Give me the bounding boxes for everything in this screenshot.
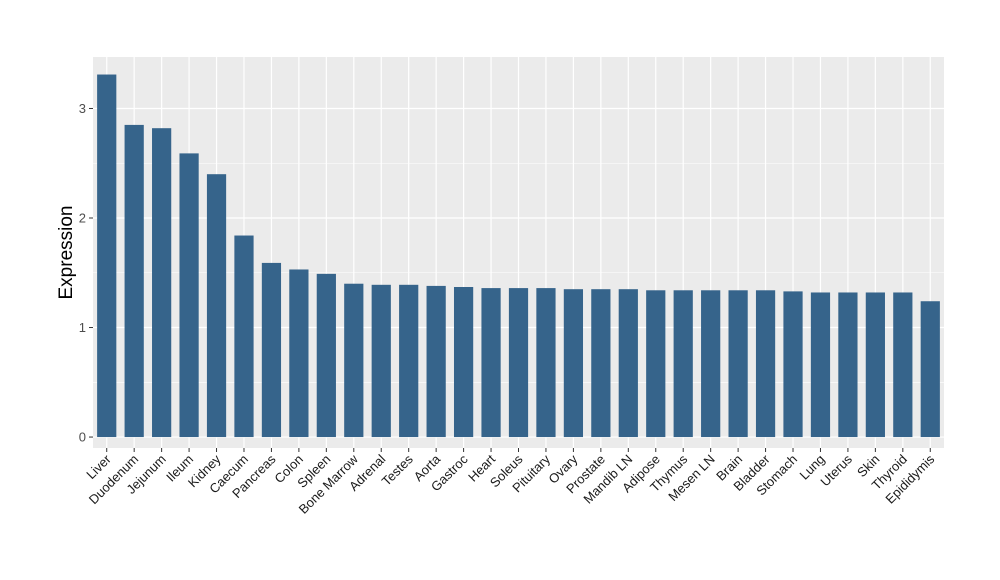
bar [673, 290, 693, 438]
bar [701, 290, 721, 438]
bar [97, 74, 117, 438]
bar [508, 288, 529, 438]
bar [591, 289, 611, 438]
bar [344, 283, 364, 438]
bar [646, 290, 666, 438]
bar [124, 124, 144, 438]
bar [563, 289, 584, 438]
bar [893, 292, 913, 438]
bar [810, 292, 831, 438]
bar [783, 291, 803, 438]
bar [865, 292, 885, 438]
bar [179, 153, 199, 438]
bar [618, 289, 638, 438]
bar [399, 284, 419, 438]
bar [152, 128, 172, 438]
y-tick-label: 2 [79, 211, 86, 226]
y-tick-label: 0 [79, 430, 86, 445]
bar [536, 288, 556, 438]
bar [755, 290, 776, 438]
y-tick-label: 3 [79, 101, 86, 116]
bar [234, 235, 254, 438]
y-tick-label: 1 [79, 320, 86, 335]
bar [728, 290, 748, 438]
bar [261, 262, 282, 438]
bar [838, 292, 858, 438]
x-axis: LiverDuodenumJejunumIleumKidneyCaecumPan… [83, 448, 938, 517]
bar [481, 288, 501, 438]
bar [920, 301, 940, 438]
y-axis: 0 1 2 3 [79, 101, 93, 445]
bar [426, 285, 446, 438]
bar [371, 284, 391, 438]
x-tick-label: Uterus [817, 451, 855, 489]
bar [316, 273, 336, 438]
x-tick-label: Testes [379, 451, 417, 489]
bar [206, 174, 227, 438]
bar [453, 287, 474, 438]
y-axis-title: Expression [56, 206, 77, 300]
bar [289, 269, 309, 438]
bars [97, 74, 940, 438]
